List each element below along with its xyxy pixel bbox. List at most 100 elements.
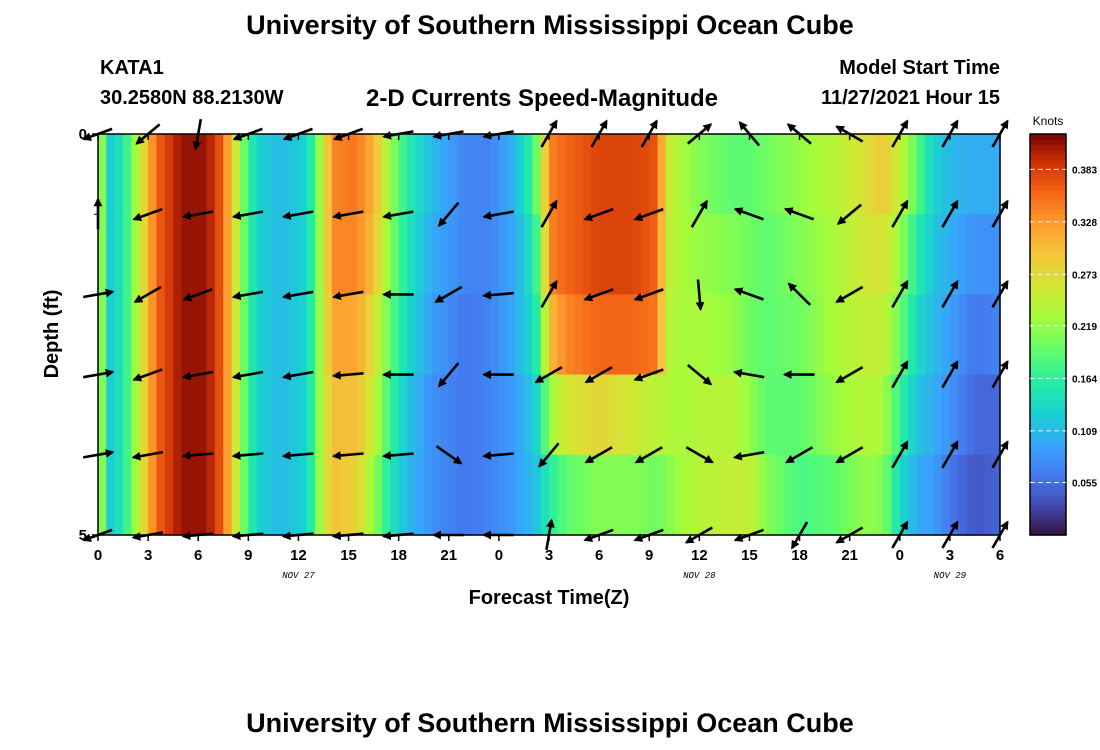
heatmap-cell <box>766 454 776 536</box>
heatmap-cell <box>916 454 926 536</box>
heatmap-cell <box>398 374 408 456</box>
heatmap-cell <box>983 294 993 376</box>
colorbar-band <box>1030 454 1066 461</box>
heatmap-cell <box>991 134 1001 215</box>
heatmap-cell <box>189 134 199 215</box>
x-tick-label: 3 <box>144 547 152 564</box>
current-arrow <box>482 210 514 220</box>
colorbar-band <box>1030 134 1066 140</box>
heatmap-cell <box>381 374 391 456</box>
heatmap-cell <box>974 134 984 215</box>
heatmap-cell <box>390 374 400 456</box>
heatmap-cell <box>649 454 659 536</box>
heatmap-cell <box>757 374 767 456</box>
colorbar-band <box>1030 189 1066 195</box>
heatmap-cell <box>198 454 208 536</box>
heatmap-cell <box>707 374 717 456</box>
heatmap-cell <box>883 374 893 456</box>
heatmap-cell <box>724 294 734 376</box>
heatmap-cell <box>949 214 959 295</box>
x-axis: 0 3 6 9 12 15 18 21 0 3 6 9 12 15 18 21 0 3 6 NOV 27 NOV 28 N… <box>94 134 1004 581</box>
heatmap-cell <box>323 134 333 215</box>
heatmap-cell <box>457 134 467 215</box>
heatmap-cells <box>98 134 1001 536</box>
heatmap-cell <box>306 214 316 295</box>
current-arrow <box>785 446 814 464</box>
heatmap-cell <box>991 374 1001 456</box>
heatmap-cell <box>607 454 617 536</box>
colorbar-band <box>1030 299 1066 306</box>
heatmap-cell <box>958 134 968 215</box>
heatmap-cell <box>791 294 801 376</box>
heatmap-cell <box>448 134 458 215</box>
colorbar-band <box>1030 464 1066 471</box>
heatmap-cell <box>841 214 851 295</box>
heatmap-cell <box>390 454 400 536</box>
heatmap-cell <box>791 134 801 215</box>
heatmap-cell <box>507 134 517 215</box>
heatmap-cell <box>356 374 366 456</box>
current-arrow <box>482 451 514 460</box>
heatmap-cell <box>732 294 742 376</box>
heatmap-cell <box>799 294 809 376</box>
colorbar-band <box>1030 389 1066 396</box>
current-arrow <box>540 199 558 228</box>
heatmap-cell <box>607 294 617 376</box>
heatmap-cell <box>490 294 500 376</box>
current-arrow <box>685 446 714 464</box>
heatmap-cell <box>507 374 517 456</box>
current-arrow <box>538 442 560 468</box>
heatmap-cell <box>214 374 224 456</box>
heatmap-cell <box>824 374 834 456</box>
heatmap-cell <box>206 294 216 376</box>
current-arrow <box>281 290 314 301</box>
heatmap-cell <box>139 454 149 536</box>
heatmap-cell <box>741 374 751 456</box>
heatmap-cell <box>356 134 366 215</box>
heatmap-cell <box>716 214 725 295</box>
heatmap-cell <box>599 374 609 456</box>
heatmap-cell <box>582 294 592 376</box>
station-id: KATA1 <box>100 57 164 79</box>
heatmap-cell <box>590 454 600 536</box>
heatmap-cell <box>331 454 341 536</box>
colorbar-band <box>1030 269 1066 275</box>
heatmap-cell <box>248 294 258 376</box>
heatmap-cell <box>699 374 709 456</box>
heatmap-cell <box>540 134 550 215</box>
heatmap-cell <box>649 214 659 295</box>
heatmap-cell <box>674 294 684 376</box>
current-arrow <box>584 365 613 384</box>
heatmap-cell <box>173 454 183 536</box>
date-label: NOV 29 <box>934 571 967 581</box>
heatmap-cell <box>816 454 826 536</box>
heatmap-cell <box>690 454 700 536</box>
colorbar-band <box>1030 139 1066 145</box>
current-arrow <box>695 279 705 312</box>
colorbar-band <box>1030 394 1066 401</box>
heatmap-cell <box>432 294 442 376</box>
heatmap-cell <box>139 214 149 295</box>
colorbar-band <box>1030 449 1066 456</box>
heatmap-cell <box>398 214 408 295</box>
heatmap-cell <box>381 454 391 536</box>
heatmap-cell <box>741 214 751 295</box>
current-arrow <box>583 207 614 222</box>
x-tick-label: 15 <box>340 547 357 564</box>
heatmap-cell <box>824 454 834 536</box>
heatmap-cell <box>607 214 617 295</box>
heatmap-cell <box>757 294 767 376</box>
colorbar-tick-label: 0.055 <box>1072 478 1097 489</box>
y-axis-label: Depth (ft) <box>41 290 63 379</box>
heatmap-cell <box>106 454 116 536</box>
heatmap-cell <box>340 214 350 295</box>
colorbar-band <box>1030 169 1066 175</box>
heatmap-cell <box>849 454 859 536</box>
heatmap-cell <box>716 454 725 536</box>
heatmap-cell <box>381 214 391 295</box>
heatmap-cell <box>206 374 216 456</box>
heatmap-cell <box>164 374 174 456</box>
heatmap-cell <box>657 294 667 376</box>
heatmap-cell <box>649 294 659 376</box>
heatmap-cell <box>924 454 934 536</box>
